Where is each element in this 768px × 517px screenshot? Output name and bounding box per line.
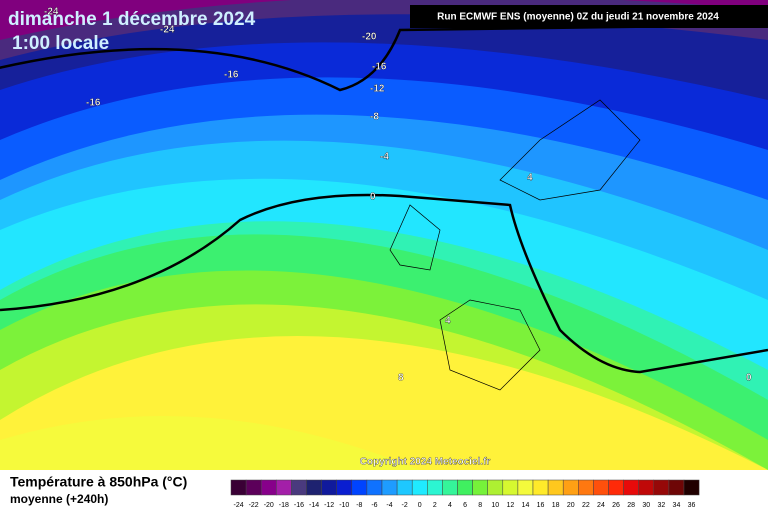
scale-box [683,479,700,496]
scale-box [487,479,504,496]
contour-label: 0 [746,373,752,384]
scale-box [306,479,322,496]
scale-box [276,479,292,496]
scale-label: -16 [294,502,304,509]
scale-label: -4 [386,502,392,509]
scale-box [608,479,624,496]
scale-label: -24 [233,502,243,509]
copyright: Copyright 2024 Meteociel.fr [360,457,491,468]
scale-label: 2 [433,502,437,509]
contour-label: -24 [44,7,59,18]
legend-subtitle: moyenne (+240h) [10,492,108,506]
contour-label: -4 [380,152,389,163]
scale-label: 34 [673,502,681,509]
scale-box [668,479,685,496]
contour-label: 4 [527,173,533,184]
scale-box [502,479,519,496]
contour-label: -16 [86,98,101,109]
color-scale: -24 -22 -20 -18 -16 -14 -12 -10 -8 -6 -4 -2 0 2 4 6 8 10 1… [230,479,700,509]
scale-box [230,479,247,496]
scale-box [336,479,353,496]
scale-box [427,479,443,496]
run-bar [410,5,768,28]
scale-box [411,479,428,496]
scale-box [260,479,277,496]
scale-box [562,479,579,496]
scale-label: 10 [491,502,499,509]
scale-box [351,479,368,496]
scale-box [366,479,383,496]
scale-label: 18 [552,502,560,509]
map: -24 -24 -20 -16 -16 -16 -12 -8 -4 0 4 4 … [0,0,768,470]
scale-box [457,479,473,496]
scale-box [291,479,307,496]
scale-box [396,479,413,496]
scale-box [517,479,534,496]
run-info: Run ECMWF ENS (moyenne) 0Z du jeudi 21 n… [437,12,719,23]
scale-label: 12 [506,502,514,509]
scale-label: 30 [642,502,650,509]
scale-label: -12 [324,502,334,509]
scale-box [593,479,609,496]
scale-label: 26 [612,502,620,509]
scale-label: 28 [627,502,635,509]
scale-label: 22 [582,502,590,509]
date-title: dimanche 1 décembre 2024 [8,9,256,30]
scale-box [623,479,639,496]
contour-label: -16 [224,70,239,81]
scale-label: -8 [356,502,362,509]
scale-label: -2 [402,502,408,509]
scale-box [245,479,262,496]
scale-box [547,479,564,496]
scale-label: 16 [537,502,545,509]
contour-label: -16 [372,62,387,73]
scale-box [532,479,549,496]
scale-label: -14 [309,502,319,509]
contour-label: -20 [362,32,377,43]
scale-label: 0 [418,502,422,509]
scale-label: 36 [688,502,696,509]
time-title: 1:00 locale [12,33,109,54]
contour-label: 4 [445,316,451,327]
scale-label: 6 [463,502,467,509]
scale-label: 14 [522,502,530,509]
scale-label: -20 [264,502,274,509]
contour-label: -12 [370,84,385,95]
scale-label: -6 [371,502,377,509]
scale-box [472,479,488,496]
scale-box [578,479,594,496]
scale-box [321,479,337,496]
scale-box [638,479,655,496]
scale-box [381,479,398,496]
scale-label: -22 [249,502,259,509]
contour-label: -24 [160,25,175,36]
legend-title: Température à 850hPa (°C) [10,474,187,490]
scale-label: 20 [567,502,575,509]
contour-label: -8 [370,112,379,123]
scale-label: 4 [448,502,452,509]
scale-label: 24 [597,502,605,509]
contour-label: 8 [398,373,404,384]
scale-box [653,479,670,496]
contour-label: 0 [370,192,376,203]
scale-box [442,479,458,496]
scale-label: -10 [339,502,349,509]
scale-label: 8 [478,502,482,509]
scale-label: 32 [657,502,665,509]
scale-label: -18 [279,502,289,509]
